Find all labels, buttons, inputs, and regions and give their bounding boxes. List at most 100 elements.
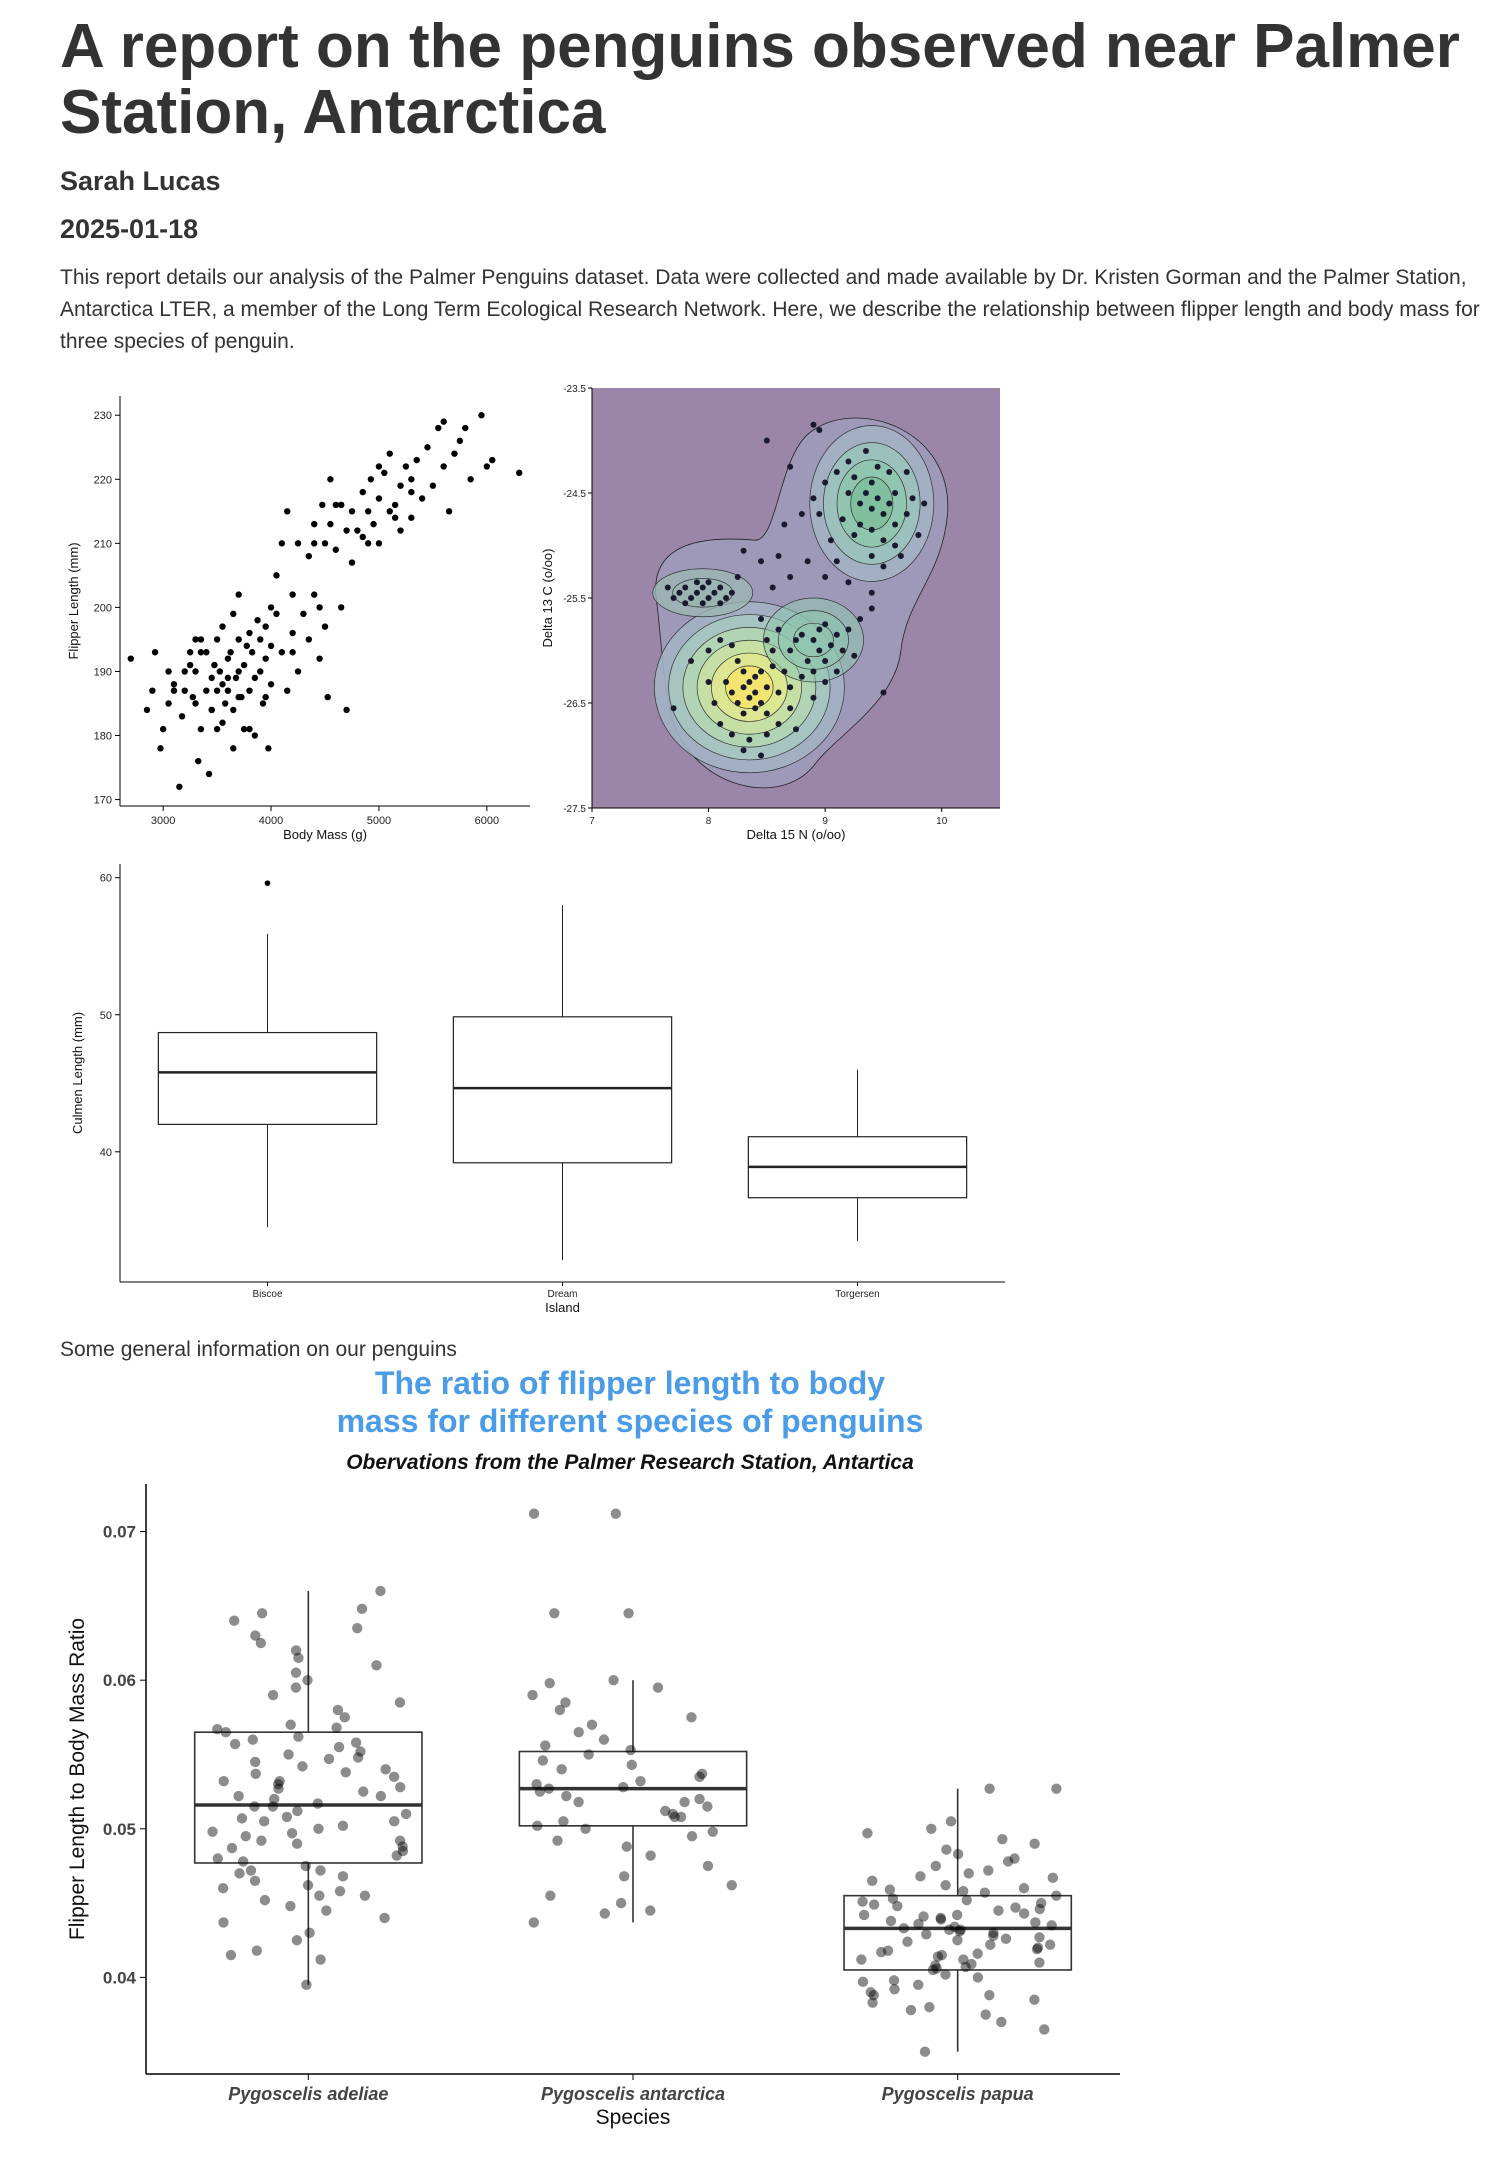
y-tick-label: -24.5 [563,489,586,500]
data-point [462,424,469,432]
data-point [740,547,747,554]
jitter-point [984,1990,995,2001]
data-point [181,668,188,675]
jitter-point [528,1508,540,1519]
jitter-point [359,1890,371,1901]
x-axis-title: Species [596,2106,671,2129]
data-point [781,668,788,675]
data-point [246,687,253,694]
jitter-point [888,1975,900,1986]
jitter-point [580,1823,591,1834]
jitter-point [660,1805,671,1817]
jitter-point [586,1719,598,1730]
data-point [230,745,237,752]
data-point [178,713,186,720]
jitter-point [573,1796,584,1808]
jitter-point [552,1835,563,1846]
data-point [833,668,840,675]
jitter-point [543,1783,555,1794]
data-point [822,479,829,486]
data-point [467,476,474,483]
data-point [219,623,226,630]
jitter-point [1051,1783,1062,1794]
data-point [265,745,272,752]
jitter-point [301,1979,312,1991]
data-point [402,463,410,470]
jitter-point [921,1929,932,1940]
data-point [219,681,226,688]
data-point [816,647,823,654]
jitter-point [726,1880,737,1891]
jitter-point [321,1905,332,1916]
data-point [868,605,875,612]
data-point [262,693,269,701]
jitter-point [229,1615,240,1626]
data-point [230,706,237,714]
data-point [359,488,366,496]
jitter-point [996,2016,1007,2028]
data-point [740,710,747,717]
data-point [284,687,291,694]
x-tick-label: Dream [547,1289,577,1300]
data-point [798,673,805,680]
data-point [769,663,776,670]
x-tick-label: 9 [822,816,828,827]
jitter-point [945,1816,957,1827]
report-title: A report on the penguins observed near P… [60,12,1460,147]
data-point [227,649,234,656]
data-point [793,726,799,733]
data-point [851,652,858,659]
data-point [787,647,794,654]
jitter-point [997,1833,1008,1845]
data-point [810,694,817,701]
jitter-point [915,1871,926,1882]
data-point [311,540,318,547]
data-point [489,456,496,464]
x-axis-title: Delta 15 N (o/oo) [747,827,846,842]
jitter-point [290,1682,302,1693]
data-point [429,482,437,489]
jitter-point [694,1771,705,1782]
jitter-point [1018,1908,1030,1919]
data-point [845,626,852,633]
jitter-point [865,1987,876,1998]
data-point [386,450,393,457]
data-point [186,661,194,669]
jitter-point [1044,1939,1056,1950]
data-point [723,679,730,685]
data-point [699,600,706,607]
jitter-point [556,1764,567,1775]
data-point [816,427,823,433]
jitter-point [560,1697,571,1708]
data-point [810,637,817,643]
jitter-point [935,1912,946,1924]
data-point [827,642,834,649]
jitter-point [932,1951,944,1962]
jitter-point [371,1660,382,1671]
jitter-point [212,1724,223,1735]
jitter-point [561,1790,572,1802]
data-point [822,679,829,685]
data-point [682,600,689,607]
data-point [664,584,671,591]
data-point [289,591,296,598]
data-point [717,600,724,607]
data-point [787,574,794,580]
jitter-point [549,1608,560,1619]
data-point [211,661,218,669]
data-point [251,674,259,682]
data-point [775,626,782,633]
y-tick-label: 60 [100,873,112,885]
data-point [851,474,858,481]
jitter-point [236,1813,248,1824]
jitter-point [337,1871,349,1882]
jitter-point [707,1826,718,1837]
jitter-point [331,1722,342,1733]
data-point [845,579,852,586]
jitter-point [544,1677,555,1689]
data-point [418,495,426,502]
jitter-point [885,1915,897,1927]
jitter-point [233,1790,244,1802]
plot-subtitle: Obervations from the Palmer Research Sta… [346,1451,914,1474]
data-point [192,636,199,643]
